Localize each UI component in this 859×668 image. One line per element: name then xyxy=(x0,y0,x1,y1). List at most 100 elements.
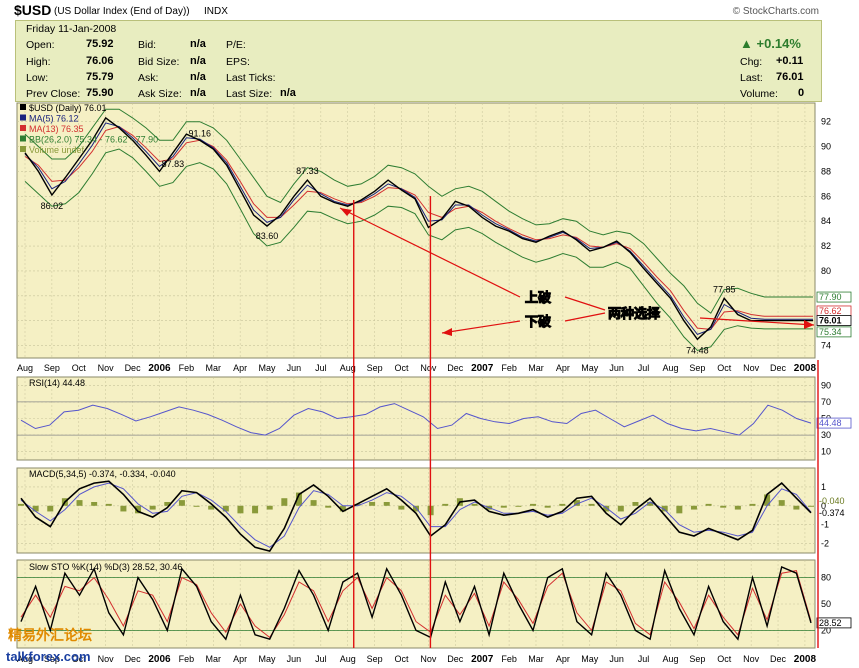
quote-panel: Friday 11-Jan-2008 Open: 75.92 High: 76.… xyxy=(15,20,822,102)
price-tick-label: 90 xyxy=(821,142,831,152)
macd-histogram-bar xyxy=(105,503,112,506)
sto-x-tick-label: Dec xyxy=(447,654,464,664)
up-break-arrowhead xyxy=(340,208,352,216)
macd-histogram-bar xyxy=(76,500,83,506)
low-value: 75.79 xyxy=(86,71,114,83)
price-x-tick-label: Apr xyxy=(233,363,247,373)
macd-histogram-bar xyxy=(149,505,156,510)
macd-histogram-bar xyxy=(383,502,390,506)
rsi-tick-label: 70 xyxy=(821,397,831,407)
price-x-tick-label: Nov xyxy=(98,363,115,373)
macd-histogram-bar xyxy=(339,505,346,512)
macd-histogram-bar xyxy=(778,500,785,506)
sto-x-tick-label: Aug xyxy=(340,654,356,664)
macd-histogram-bar xyxy=(559,503,566,506)
price-x-tick-label: Sep xyxy=(689,363,705,373)
ma13-line xyxy=(24,126,813,330)
sto-x-tick-label: Oct xyxy=(395,654,410,664)
macd-tick-label: -1 xyxy=(821,520,829,530)
connector-line xyxy=(564,296,606,311)
two-choices-label: 两种选择 xyxy=(608,306,661,321)
sto-x-tick-label: 2006 xyxy=(148,654,171,665)
macd-histogram-bar xyxy=(135,505,142,514)
macd-histogram-bar xyxy=(705,503,712,506)
chg-label: Chg: xyxy=(740,56,763,68)
sto-x-tick-label: 2007 xyxy=(471,654,494,665)
rsi-legend: RSI(14) 44.48 xyxy=(29,378,85,388)
macd-histogram-bar xyxy=(661,505,668,512)
down-break-arrowhead xyxy=(442,328,452,336)
price-legend-entry: $USD (Daily) 76.01 xyxy=(29,103,107,113)
price-tick-label: 82 xyxy=(821,241,831,251)
price-tick-label: 84 xyxy=(821,216,831,226)
sto-x-tick-label: Jul xyxy=(315,654,327,664)
price-x-tick-label: 2007 xyxy=(471,363,494,374)
sto-value-box xyxy=(816,617,852,629)
sto-x-tick-label: Aug xyxy=(662,654,678,664)
sto-x-tick-label: Nov xyxy=(420,654,437,664)
macd-histogram-bar xyxy=(369,502,376,506)
macd-histogram-bar xyxy=(647,502,654,506)
macd-histogram-bar xyxy=(266,505,273,510)
price-extreme-label: 87.33 xyxy=(296,166,319,176)
price-x-tick-label: Dec xyxy=(447,363,464,373)
macd-histogram-bar xyxy=(808,505,814,507)
macd-histogram-bar xyxy=(690,505,697,510)
prev-close-label: Prev Close: xyxy=(26,88,81,100)
macd-signal-line xyxy=(20,482,812,548)
macd-histogram-bar xyxy=(413,505,419,512)
rsi-value-box xyxy=(816,417,852,429)
macd-line xyxy=(20,480,812,553)
ask-size-label: Ask Size: xyxy=(138,88,182,100)
macd-histogram-bar xyxy=(47,505,54,512)
macd-histogram-bar xyxy=(676,505,683,514)
macd-histogram-bar xyxy=(617,505,624,512)
sto-d-line xyxy=(20,570,812,639)
right-value-label: 77.90 xyxy=(819,292,842,302)
macd-histogram-bar xyxy=(632,502,639,506)
bid-size-label: Bid Size: xyxy=(138,56,180,68)
price-extreme-label: 77.85 xyxy=(713,284,736,294)
price-tick-label: 80 xyxy=(821,266,831,276)
macd-histogram-bar xyxy=(178,500,185,506)
legend-swatch xyxy=(20,146,26,152)
right-value-label: 76.62 xyxy=(819,306,842,316)
price-x-tick-label: Nov xyxy=(743,363,760,373)
macd-histogram-bar xyxy=(573,500,580,506)
bid-size-value: n/a xyxy=(190,55,206,67)
rsi-value-label: 44.48 xyxy=(819,418,842,428)
macd-tick-label: -2 xyxy=(821,539,829,549)
price-x-tick-label: Oct xyxy=(717,363,732,373)
last-ticks-label: Last Ticks: xyxy=(226,72,276,84)
macd-value-label: -0.374 xyxy=(819,508,845,518)
macd-histogram-bar xyxy=(164,502,171,506)
sto-x-tick-label: Jul xyxy=(638,654,650,664)
legend-swatch xyxy=(20,135,26,142)
quote-date: Friday 11-Jan-2008 xyxy=(26,23,117,35)
price-legend-entry: Volume undef xyxy=(29,145,85,155)
price-x-tick-label: Apr xyxy=(556,363,570,373)
macd-histogram-bar xyxy=(310,500,317,506)
down-break-arrow xyxy=(441,320,521,334)
right-value-box xyxy=(816,291,852,303)
price-x-tick-label: Jul xyxy=(638,363,650,373)
right-value-box xyxy=(816,315,852,326)
rsi-line xyxy=(20,403,812,436)
volume-value: 0 xyxy=(798,87,805,99)
price-tick-label: 86 xyxy=(821,191,831,201)
legend-swatch xyxy=(20,114,26,121)
last-value: 76.01 xyxy=(776,71,804,83)
ma5-line xyxy=(24,122,813,335)
connector-line xyxy=(564,312,606,322)
price-x-tick-label: Jun xyxy=(609,363,624,373)
sto-x-tick-label: Nov xyxy=(743,654,760,664)
price-x-tick-label: Jun xyxy=(287,363,302,373)
price-x-tick-label: Mar xyxy=(528,363,544,373)
macd-histogram-bar xyxy=(120,505,127,512)
price-x-tick-label: Jul xyxy=(315,363,327,373)
price-x-tick-label: Dec xyxy=(125,363,142,373)
bb-lower-line xyxy=(24,148,813,352)
macd-histogram-bar xyxy=(237,505,244,514)
